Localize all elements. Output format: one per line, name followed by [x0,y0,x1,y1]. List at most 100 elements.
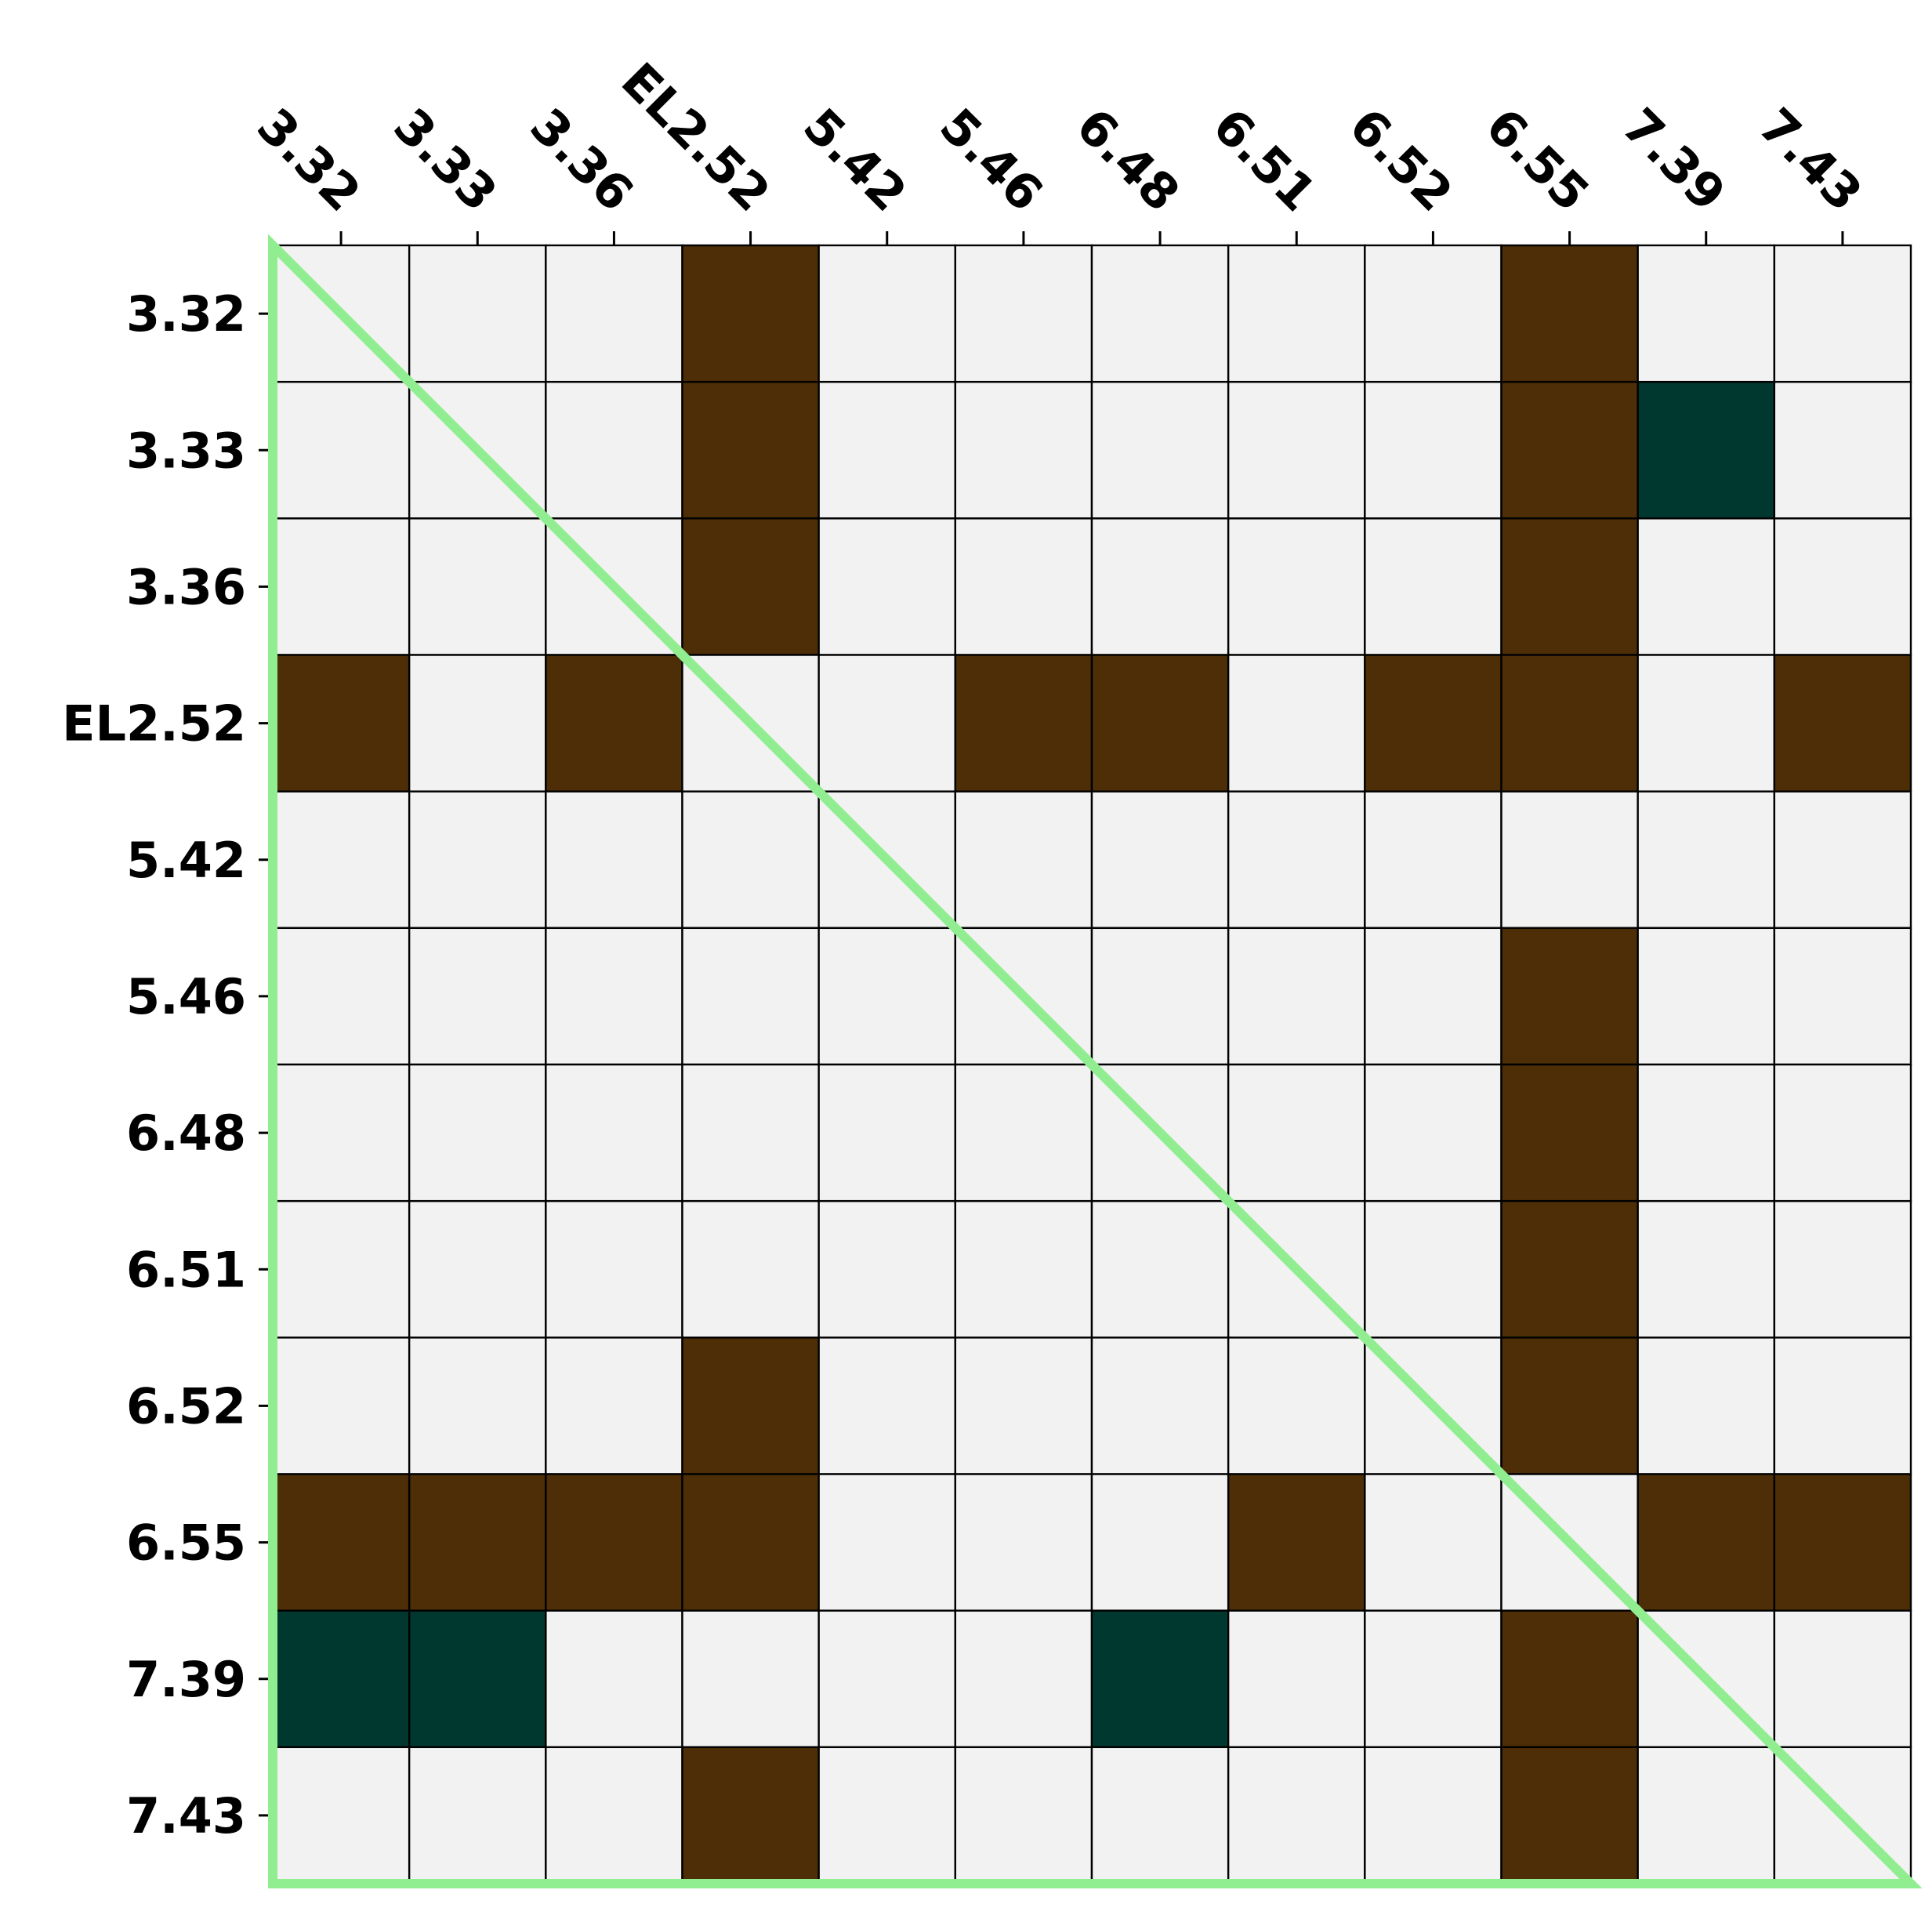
heatmap-cell [1773,1609,1912,1749]
heatmap-cell [271,790,411,930]
y-tick-label: EL2.52 [62,695,246,753]
heatmap-cell [817,1063,957,1202]
heatmap-cell [1773,1199,1912,1339]
y-tick-label: 5.46 [126,968,246,1025]
heatmap-cell [1364,244,1502,383]
heatmap-cell [1773,380,1912,520]
heatmap-cell [681,380,820,520]
heatmap-cell [271,380,411,520]
heatmap-cell [1364,380,1502,520]
heatmap-cell [545,380,683,520]
heatmap-cell [817,1609,957,1749]
heatmap-cell [817,654,957,793]
lower-triangle-outline [268,234,1923,1888]
y-tick-labels: 3.32 3.33 3.36 EL2.52 5.42 5.46 6.48 6.51 6.52 6.… [62,285,246,1845]
heatmap-cell [1364,927,1502,1066]
heatmap-cell [817,1199,957,1339]
heatmap-cell [1090,1609,1230,1749]
heatmap-cell [1637,654,1776,793]
y-tick-label: 6.52 [126,1377,246,1435]
heatmap-cell [681,1473,820,1612]
heatmap-cell [1090,790,1230,930]
y-tick-label: 3.33 [126,422,246,479]
heatmap-cell [271,927,411,1066]
heatmap-cell [954,380,1093,520]
heatmap-cell [545,244,683,383]
heatmap-cell [954,654,1093,793]
y-tick-label: 5.42 [126,832,246,889]
heatmap-cell [954,1746,1093,1885]
heatmap-cell [954,1063,1093,1202]
y-tick-label: 7.39 [126,1651,246,1708]
y-tick-label: 3.36 [126,558,246,615]
heatmap-cell [1090,927,1230,1066]
heatmap-cell [1227,380,1366,520]
heatmap-cell [408,1063,547,1202]
heatmap-cell [954,1609,1093,1749]
heatmap-cell [954,517,1093,656]
heatmap-cell [1090,244,1230,383]
heatmap-cell [681,1199,820,1339]
heatmap-cell [545,927,683,1066]
heatmap-cell [681,790,820,930]
heatmap-cell [1500,1746,1639,1885]
heatmap-cell [408,790,547,930]
heatmap-cell [1364,1063,1502,1202]
heatmap-cell [1364,1473,1502,1612]
heatmap-cell [271,1609,411,1749]
heatmap-cell [681,517,820,656]
heatmap-cell [1773,790,1912,930]
heatmap-cell [271,654,411,793]
heatmap-cell [1500,1063,1639,1202]
heatmap-cell [1500,517,1639,656]
heatmap-cell [1637,517,1776,656]
heatmap-cell [1637,1337,1776,1475]
heatmap-cell [954,790,1093,930]
heatmap-cell [1364,517,1502,656]
heatmap-cell [408,927,547,1066]
heatmap-cell [1227,1609,1366,1749]
heatmap-cell [271,1199,411,1339]
heatmap-cell [408,1746,547,1885]
heatmap-cell [1227,1337,1366,1475]
heatmap-cell [1364,1609,1502,1749]
heatmap-cells [271,244,1912,1885]
heatmap-cell [1773,244,1912,383]
heatmap-cell [1227,1473,1366,1612]
x-tick-label: 5.46 [929,97,1054,223]
triangle-outline [268,234,1923,1888]
heatmap-cell [1090,1473,1230,1612]
heatmap-cell [1227,517,1366,656]
heatmap-cell [1637,927,1776,1066]
heatmap-cell [817,927,957,1066]
heatmap-cell [1227,654,1366,793]
heatmap-cell [271,1063,411,1202]
heatmap-cell [545,1746,683,1885]
heatmap-cell [408,517,547,656]
x-tick-label: 5.42 [792,97,918,223]
heatmap-cell [408,1199,547,1339]
heatmap-cell [545,790,683,930]
y-tick-label: 6.51 [126,1241,246,1298]
heatmap-cell [1090,1199,1230,1339]
x-tick-label: 3.32 [246,97,372,223]
heatmap-cell [954,1337,1093,1475]
heatmap-cell [408,654,547,793]
heatmap-cell [1227,790,1366,930]
heatmap-cell [545,1473,683,1612]
heatmap-cell [1637,244,1776,383]
heatmap-cell [817,380,957,520]
heatmap-cell [545,1609,683,1749]
x-tick-label: 6.52 [1339,97,1464,223]
heatmap-cell [1500,790,1639,930]
x-tick-label: 3.36 [520,97,645,223]
x-tick-label: 6.51 [1202,97,1327,223]
y-tick-label: 3.32 [126,285,246,343]
heatmap-cell [1500,1337,1639,1475]
x-tick-label: 6.48 [1065,97,1191,223]
heatmap-cell [1500,1199,1639,1339]
heatmap-cell [1500,380,1639,520]
y-tick-label: 6.48 [126,1105,246,1162]
heatmap-cell [954,1473,1093,1612]
